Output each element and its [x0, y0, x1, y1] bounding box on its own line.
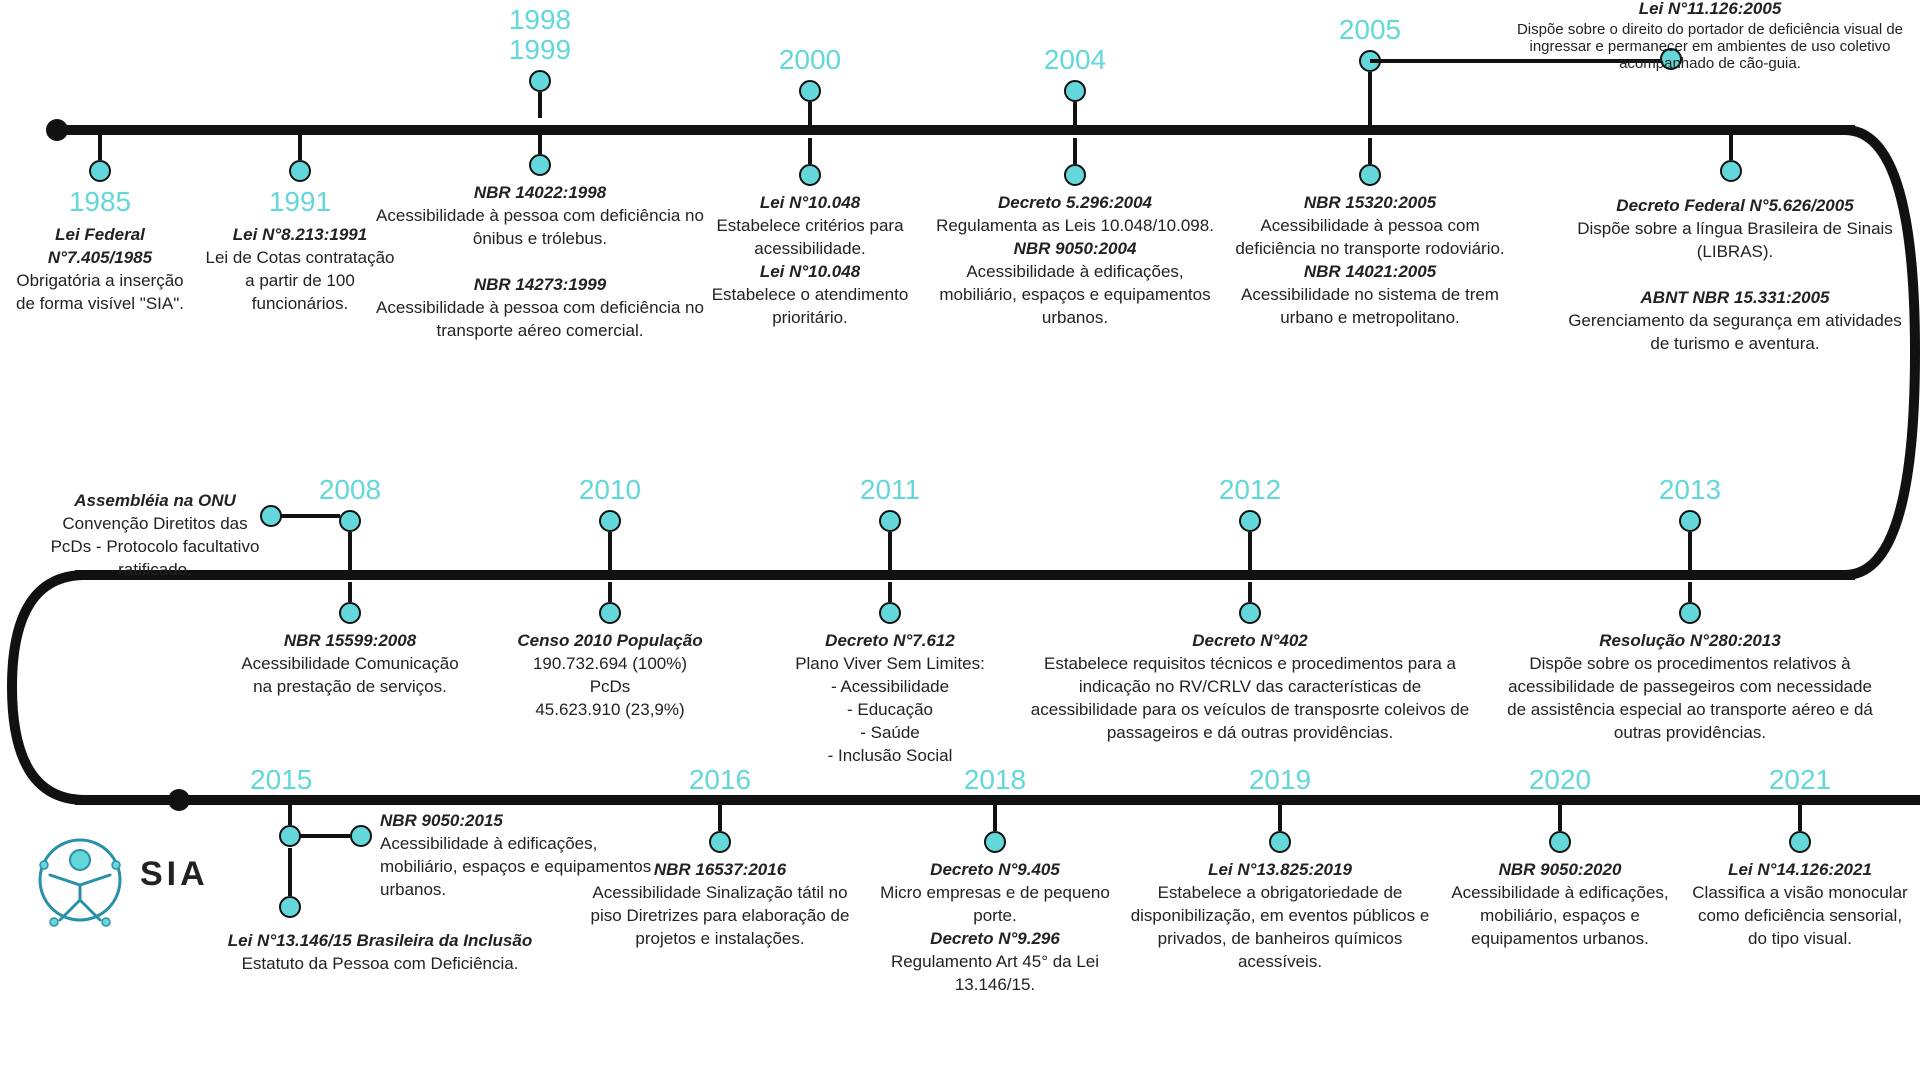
year-1998: 1998 [375, 4, 705, 36]
dot-1998-bot [529, 154, 551, 176]
dot-2004-top [1064, 80, 1086, 102]
year-2010: 2010 [485, 474, 735, 506]
dot-2000-bot [799, 164, 821, 186]
year-1985: 1985 [10, 186, 190, 218]
sia-icon [30, 830, 130, 935]
dot-2020 [1549, 831, 1571, 853]
entry-1985: Lei Federal N°7.405/1985 Obrigatória a i… [10, 224, 190, 316]
year-2015: 2015 [250, 764, 312, 796]
node-2019: 2019 Lei N°13.825:2019 Estabelece a obri… [1130, 795, 1430, 974]
dot-2010-bot [599, 602, 621, 624]
node-2013: 2013 Resolução N°280:2013 Dispõe sobre o… [1500, 470, 1880, 745]
sia-label: SIA [140, 855, 209, 894]
year-2013: 2013 [1500, 474, 1880, 506]
year-2019: 2019 [1130, 764, 1430, 796]
dot-2021 [1789, 831, 1811, 853]
dot-2018 [984, 831, 1006, 853]
year-1991: 1991 [200, 186, 400, 218]
year-2020: 2020 [1445, 764, 1675, 796]
dot-2015-down [279, 896, 301, 918]
node-2021: 2021 Lei N°14.126:2021 Classifica a visã… [1690, 795, 1910, 951]
node-2018: 2018 Decreto N°9.405 Micro empresas e de… [875, 795, 1115, 997]
dot-2005-bot [1359, 164, 1381, 186]
node-2020: 2020 NBR 9050:2020 Acessibilidade à edif… [1445, 795, 1675, 951]
node-2008: 2008 NBR 15599:2008 Acessibilidade Comun… [235, 470, 465, 699]
entry-2005-top: Lei N°11.126:2005 Dispõe sobre o direito… [1505, 0, 1915, 75]
entry-2010: Censo 2010 População 190.732.694 (100%) … [485, 630, 735, 722]
node-2005: 2005 NBR 15320:2005 Acessibilidade à pes… [1225, 10, 1515, 330]
entry-2012: Decreto N°402 Estabelece requisitos técn… [1030, 630, 1470, 745]
year-2004: 2004 [935, 44, 1215, 76]
year-1999: 1999 [375, 34, 705, 66]
entry-2005: NBR 15320:2005 Acessibilidade à pessoa c… [1225, 192, 1515, 330]
year-2012: 2012 [1030, 474, 1470, 506]
entry-2008-left: Assembléia na ONU Convenção Diretitos da… [50, 490, 260, 582]
node-2012: 2012 Decreto N°402 Estabelece requisitos… [1030, 470, 1470, 745]
year-2021: 2021 [1690, 764, 1910, 796]
node-2004: 2004 Decreto 5.296:2004 Regulamenta as L… [935, 40, 1215, 330]
node-2016: 2016 NBR 16537:2016 Acessibilidade Sinal… [585, 795, 855, 951]
node-1998-1999: 1998 1999 NBR 14022:1998 Acessibilidade … [375, 0, 705, 343]
entry-2018: Decreto N°9.405 Micro empresas e de pequ… [875, 859, 1115, 997]
node-2010: 2010 Censo 2010 População 190.732.694 (1… [485, 470, 735, 722]
dot-2011-bot [879, 602, 901, 624]
dot-1991 [289, 160, 311, 182]
dot-2005-right-bot [1720, 160, 1742, 182]
node-2015: 2015 [265, 795, 315, 847]
node-1991: 1991 Lei N°8.213:1991 Lei de Cotas contr… [200, 134, 400, 316]
dot-2008-bot [339, 602, 361, 624]
entry-2021: Lei N°14.126:2021 Classifica a visão mon… [1690, 859, 1910, 951]
year-2016: 2016 [585, 764, 855, 796]
stem-2005-right [1729, 134, 1733, 160]
node-2011: 2011 Decreto N°7.612 Plano Viver Sem Lim… [755, 470, 1025, 768]
year-2018: 2018 [875, 764, 1115, 796]
entry-2004: Decreto 5.296:2004 Regulamenta as Leis 1… [935, 192, 1215, 330]
curve-left-2-3 [0, 570, 85, 805]
entry-1991: Lei N°8.213:1991 Lei de Cotas contrataçã… [200, 224, 400, 316]
node-2000: 2000 Lei N°10.048 Estabelece critérios p… [705, 40, 915, 330]
dot-1998-top [529, 70, 551, 92]
dot-2010-top [599, 510, 621, 532]
dot-2004-bot [1064, 164, 1086, 186]
entry-2015-lei: Lei N°13.146/15 Brasileira da Inclusão E… [180, 930, 580, 976]
entry-2019: Lei N°13.825:2019 Estabelece a obrigator… [1130, 859, 1430, 974]
track3-start-cap [168, 789, 190, 811]
year-2008: 2008 [235, 474, 465, 506]
dot-2000-top [799, 80, 821, 102]
year-2011: 2011 [755, 474, 1025, 506]
year-2000: 2000 [705, 44, 915, 76]
dot-1985 [89, 160, 111, 182]
entry-2000: Lei N°10.048 Estabelece critérios para a… [705, 192, 915, 330]
node-1985: 1985 Lei Federal N°7.405/1985 Obrigatóri… [10, 134, 190, 316]
dot-2012-top [1239, 510, 1261, 532]
entry-2016: NBR 16537:2016 Acessibilidade Sinalizaçã… [585, 859, 855, 951]
dot-2015-top [279, 825, 301, 847]
entry-2020: NBR 9050:2020 Acessibilidade à edificaçõ… [1445, 859, 1675, 951]
dot-2019 [1269, 831, 1291, 853]
dot-2013-bot [1679, 602, 1701, 624]
entry-2005-right: Decreto Federal N°5.626/2005 Dispõe sobr… [1560, 195, 1910, 356]
dot-2013-top [1679, 510, 1701, 532]
dot-2012-bot [1239, 602, 1261, 624]
year-2005: 2005 [1225, 14, 1515, 46]
entry-2008: NBR 15599:2008 Acessibilidade Comunicaçã… [235, 630, 465, 699]
entry-2011: Decreto N°7.612 Plano Viver Sem Limites:… [755, 630, 1025, 768]
entry-2013: Resolução N°280:2013 Dispõe sobre os pro… [1500, 630, 1880, 745]
dot-2016 [709, 831, 731, 853]
dot-2008-top [339, 510, 361, 532]
stem-2015-down [288, 848, 292, 896]
dot-2011-top [879, 510, 901, 532]
entry-1998: NBR 14022:1998 Acessibilidade à pessoa c… [375, 182, 705, 343]
